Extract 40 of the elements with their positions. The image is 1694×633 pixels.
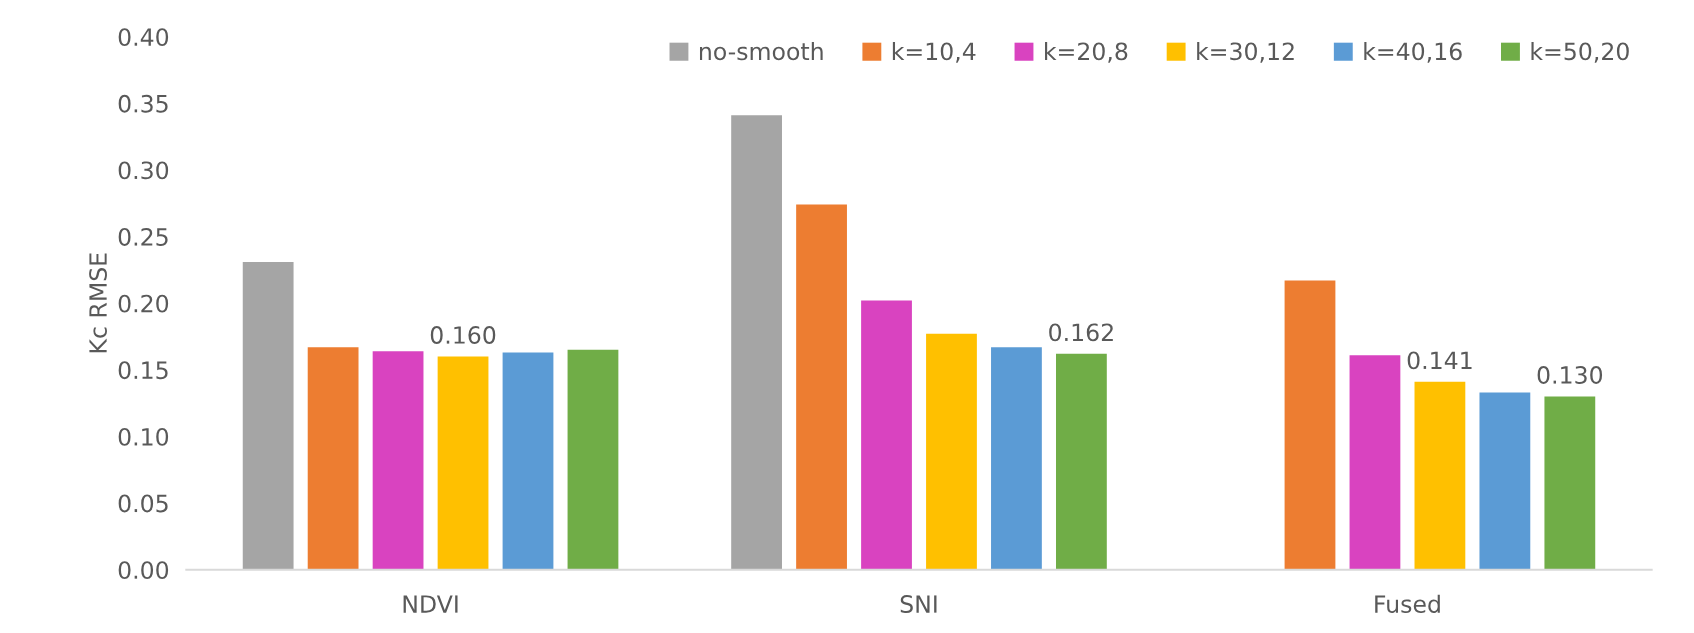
- legend-label: k=20,8: [1045, 41, 1128, 63]
- bar: [437, 356, 489, 570]
- bar: [1544, 396, 1596, 570]
- bar: [926, 333, 977, 570]
- bar: [1056, 353, 1107, 570]
- data-label: 0.162: [1049, 323, 1113, 342]
- y-tick-label: 0.20: [118, 294, 169, 313]
- legend-label: k=40,16: [1364, 41, 1462, 63]
- bar: [731, 115, 782, 570]
- y-tick-label: 0.10: [118, 427, 169, 446]
- y-tick-label: 0.05: [118, 494, 168, 513]
- bar: [1479, 392, 1531, 570]
- data-label: 0.160: [430, 326, 496, 344]
- y-axis-title: Kc RMSE: [89, 253, 107, 353]
- legend-label: k=10,4: [892, 41, 976, 63]
- bar: [1284, 280, 1336, 570]
- bar: [372, 351, 424, 570]
- data-label: 0.141: [1407, 351, 1472, 370]
- bar: [861, 300, 912, 570]
- y-tick-label: 0.15: [118, 361, 168, 380]
- y-tick-label: 0.00: [118, 561, 169, 580]
- bar: [242, 261, 294, 570]
- data-label: 0.130: [1537, 366, 1603, 384]
- bar: [1414, 381, 1466, 570]
- legend-label: k=50,20: [1531, 41, 1629, 63]
- x-tick-label: NDVI: [403, 595, 458, 613]
- legend-label: k=30,12: [1197, 41, 1294, 63]
- bar: [796, 204, 847, 570]
- y-tick-label: 0.25: [118, 228, 168, 246]
- y-tick-label: 0.40: [118, 28, 169, 47]
- bar: [991, 347, 1042, 570]
- y-tick-label: 0.35: [118, 94, 168, 113]
- y-tick-label: 0.30: [118, 161, 169, 180]
- legend-label: no-smooth: [699, 41, 823, 61]
- bar: [502, 352, 554, 570]
- x-tick-label: SNI: [900, 595, 937, 613]
- x-tick-label: Fused: [1375, 594, 1440, 613]
- bar: [307, 347, 359, 570]
- bar: [567, 349, 619, 570]
- bar: [1349, 355, 1401, 570]
